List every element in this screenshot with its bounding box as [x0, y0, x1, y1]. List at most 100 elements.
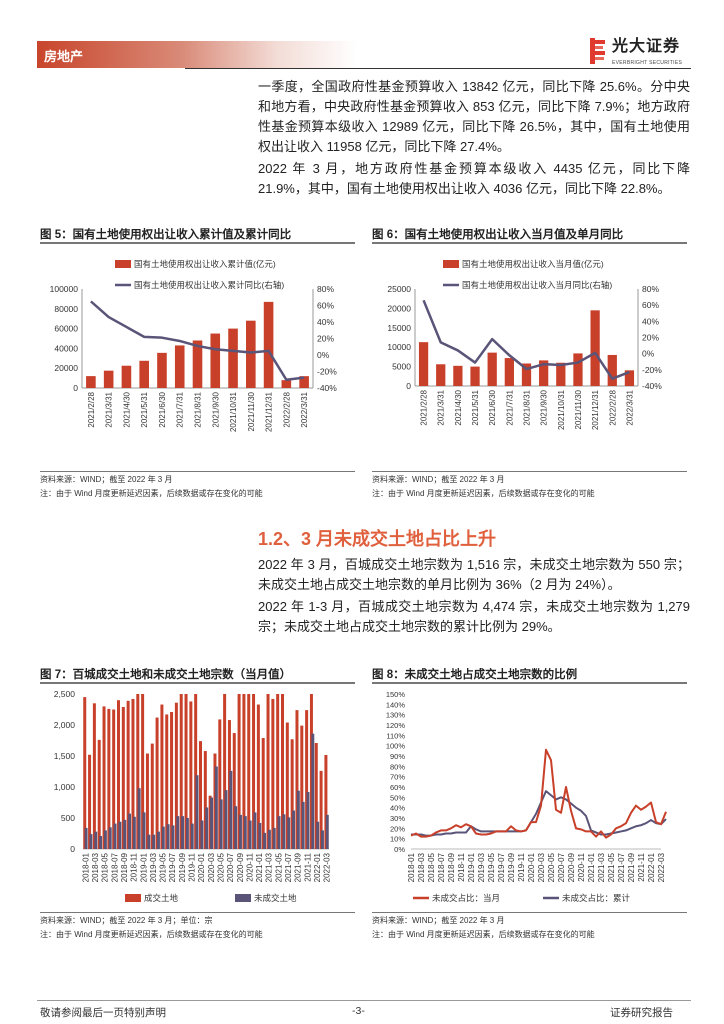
- bar-untraded: [248, 820, 252, 849]
- bar-untraded: [282, 814, 286, 849]
- bar-traded: [92, 703, 96, 849]
- bar: [470, 366, 480, 386]
- chart-figure-6: 0 5000 10000 15000 20000 25000 -40% -20% 0% 20% 40…: [387, 259, 662, 430]
- x-tick-label: 2021/8/31: [523, 389, 532, 425]
- bar-untraded: [123, 819, 127, 849]
- x-tick-label: 2022/3/31: [625, 389, 634, 425]
- x-tick-label: 2021/11/30: [247, 391, 256, 431]
- x-tick-label: 2019-09: [178, 852, 187, 882]
- x-tick-label: 2019-01: [139, 852, 148, 882]
- bar-untraded: [267, 829, 271, 849]
- x-tick-label: 2019-05: [487, 852, 496, 882]
- x-tick-label: 2020-11: [245, 852, 254, 881]
- x-tick-label: 2021-07: [284, 852, 293, 882]
- footer-disclaimer-link[interactable]: 敬请参阅最后一页特别声明: [40, 1007, 166, 1019]
- bar-traded: [242, 694, 246, 849]
- bar: [174, 345, 185, 388]
- y-tick-label: 1,000: [54, 782, 76, 792]
- y-tick-label: 20000: [387, 303, 411, 313]
- y-tick-label: 10000: [387, 342, 411, 352]
- bar-traded: [256, 704, 260, 849]
- y-tick-label: 0: [406, 381, 411, 391]
- x-tick-label: 2021/4/30: [454, 389, 463, 425]
- x-tick-label: 2019-07: [168, 852, 177, 882]
- bar-traded: [252, 694, 256, 849]
- x-tick-label: 2022-03: [657, 852, 666, 882]
- figure-divider: [40, 242, 355, 244]
- bar-untraded: [224, 790, 228, 849]
- x-tick-label: 2019-01: [467, 852, 476, 882]
- x-tick-label: 2021/7/31: [176, 391, 185, 427]
- bar-traded: [271, 698, 275, 849]
- logo-icon: [590, 38, 605, 64]
- y-tick-label: 1,500: [54, 751, 76, 761]
- legend-swatch: [235, 894, 251, 902]
- bar-untraded: [200, 820, 204, 849]
- figure-source: 资料来源：WIND；截至 2022 年 3 月: [40, 475, 173, 484]
- figure-divider: [40, 912, 355, 913]
- section-heading: 1.2、3 月未成交土地占比上升: [258, 529, 497, 549]
- bar-untraded: [103, 830, 107, 849]
- x-tick-label: 2020-05: [216, 852, 225, 882]
- figure-note: 注：由于 Wind 月度更新延迟因素，后续数据或存在变化的可能: [40, 489, 263, 498]
- y-tick-label: 2,500: [54, 689, 76, 699]
- x-tick-label: 2020-07: [557, 852, 566, 882]
- y-tick-label: 80%: [390, 762, 405, 771]
- bar-traded: [247, 694, 251, 849]
- bar-untraded: [306, 791, 310, 849]
- x-tick-label: 2020-09: [236, 852, 245, 882]
- legend-label: 未成交占比：当月: [432, 893, 500, 903]
- section-block: 1.2、3 月未成交土地占比上升 2022 年 3 月，百城成交土地宗数为 1,…: [258, 527, 690, 639]
- bar: [210, 333, 221, 388]
- bar: [228, 328, 238, 388]
- bar-untraded: [277, 816, 281, 849]
- bar: [436, 364, 446, 386]
- bar: [86, 376, 96, 388]
- bar-traded: [160, 704, 164, 849]
- bar-traded: [145, 753, 149, 849]
- y-tick-label: 100%: [386, 742, 406, 751]
- bar-traded: [290, 739, 294, 849]
- bar-traded: [141, 694, 145, 849]
- x-tick-label: 2018-03: [417, 852, 426, 882]
- x-tick-label: 2021/12/31: [591, 389, 600, 430]
- bar-traded: [126, 700, 130, 849]
- bar-untraded: [118, 821, 122, 849]
- bar-untraded: [296, 790, 300, 849]
- y-tick-label: 15000: [387, 323, 411, 333]
- y-tick-label: 20%: [317, 334, 334, 344]
- x-tick-label: 2021/5/31: [471, 389, 480, 425]
- legend-label: 国有土地使用权出让收入当月同比(右轴): [462, 280, 612, 290]
- bar-traded: [319, 770, 323, 849]
- x-tick-label: 2018-09: [447, 852, 456, 882]
- bar: [624, 370, 635, 386]
- bar: [418, 342, 429, 386]
- bar-untraded: [325, 814, 329, 849]
- bar-untraded: [234, 806, 238, 849]
- x-tick-label: 2020-03: [537, 852, 546, 882]
- x-tick-label: 2021/4/30: [122, 391, 131, 427]
- bar-traded: [165, 714, 169, 849]
- series-line: [422, 299, 630, 380]
- x-tick-label: 2019-07: [497, 852, 506, 882]
- x-tick-label: 2018-07: [437, 852, 446, 882]
- bar-untraded: [152, 834, 156, 849]
- bar-untraded: [84, 827, 88, 849]
- x-tick-label: 2021/10/31: [229, 391, 238, 432]
- legend-swatch: [125, 894, 141, 902]
- y-tick-label: 20%: [390, 824, 405, 833]
- x-tick-label: 2021/8/31: [194, 391, 203, 427]
- x-tick-label: 2021/7/31: [505, 389, 514, 425]
- y-tick-label: 70%: [390, 773, 405, 782]
- y-tick-label: 50%: [390, 793, 405, 802]
- x-tick-label: 2018-11: [457, 852, 466, 881]
- x-tick-label: 2018-01: [407, 852, 416, 882]
- bar-traded: [150, 743, 154, 849]
- bar-traded: [136, 694, 140, 849]
- figure-source: 资料来源：WIND；截至 2022 年 3 月；单位：宗: [40, 916, 213, 925]
- chart-figure-8: 0%10% 20%30%40% 50%60%70% 80%90%100% 110%120…: [386, 690, 667, 903]
- y-tick-label: 150%: [386, 690, 406, 699]
- bar: [453, 365, 463, 386]
- bar-traded: [121, 707, 125, 849]
- logo-subtext: EVERBRIGHT SECURITIES: [612, 60, 683, 66]
